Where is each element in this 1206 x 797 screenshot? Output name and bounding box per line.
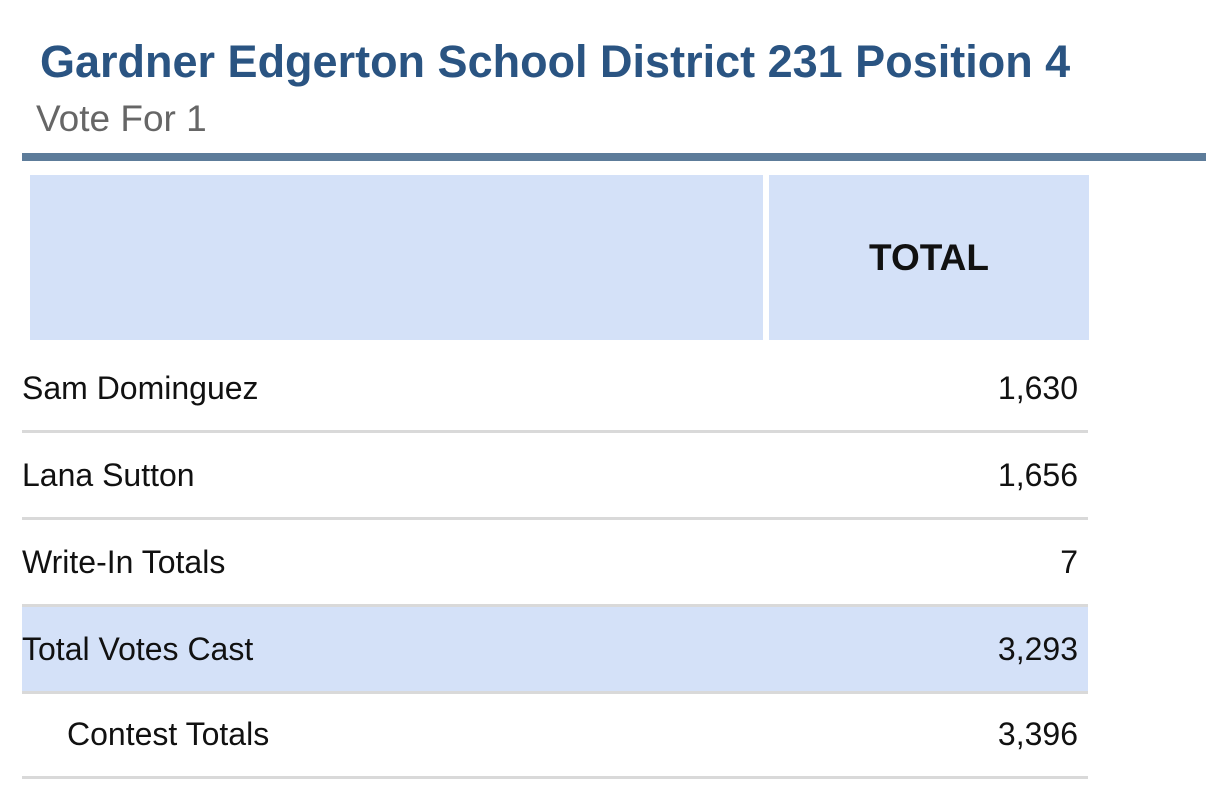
candidate-name: Write-In Totals <box>22 544 226 580</box>
table-row: Contest Totals 3,396 <box>22 692 1088 779</box>
table-row: Total Votes Cast 3,293 <box>22 607 1088 694</box>
vote-total: 7 <box>1060 544 1078 580</box>
header-cell <box>30 175 763 340</box>
vote-total: 1,630 <box>997 370 1078 406</box>
row-label: Contest Totals <box>67 716 270 752</box>
table-row: Lana Sutton 1,656 <box>22 433 1088 520</box>
candidate-name: Lana Sutton <box>22 457 195 493</box>
table-row: Write-In Totals 7 <box>22 520 1088 607</box>
title: Gardner Edgerton School District 231 Pos… <box>40 36 1071 87</box>
vote-total: 3,396 <box>997 716 1078 752</box>
vote-total: 1,656 <box>997 457 1078 493</box>
row-label: Total Votes Cast <box>22 631 254 667</box>
vote-total: 3,293 <box>997 631 1078 667</box>
column-header: TOTAL <box>769 175 1089 340</box>
candidate-name: Sam Dominguez <box>22 370 259 406</box>
divider <box>22 153 1206 161</box>
table-row: Sam Dominguez 1,630 <box>22 346 1088 433</box>
subtitle: Vote For 1 <box>36 98 207 139</box>
